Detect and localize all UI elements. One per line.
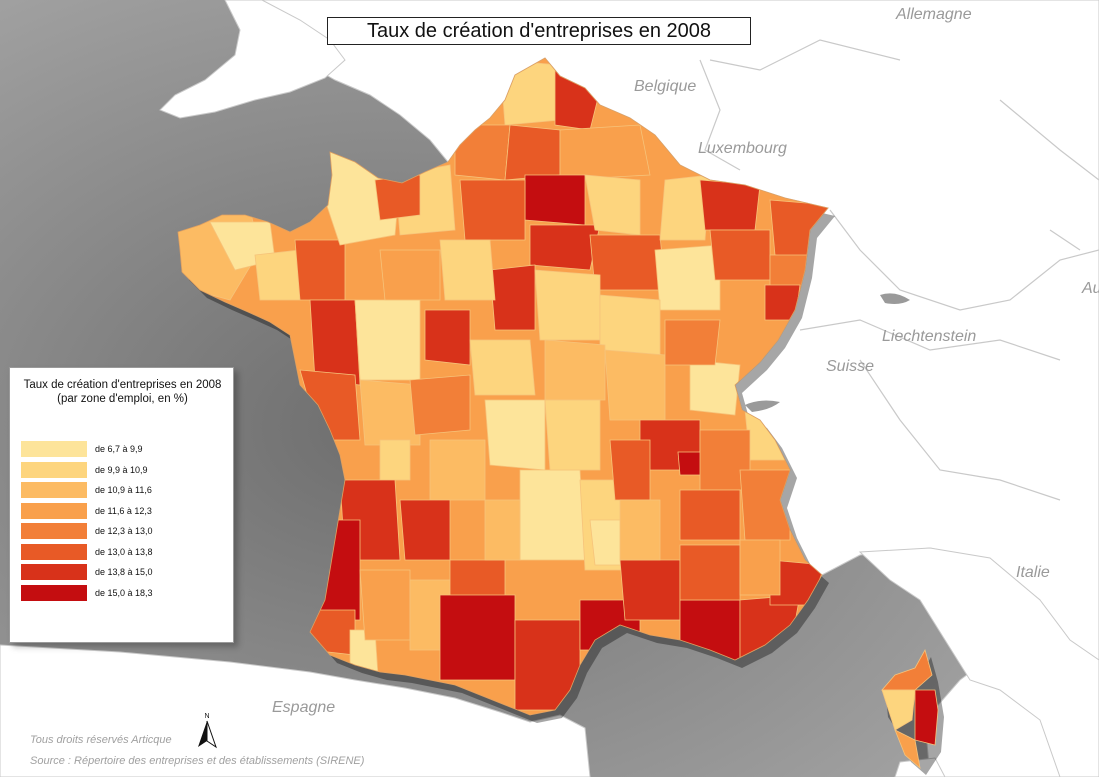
legend-label: de 10,9 à 11,6 xyxy=(95,485,152,495)
legend-swatch xyxy=(21,543,87,560)
country-label-suisse: Suisse xyxy=(826,358,875,375)
legend-swatch xyxy=(21,523,87,539)
land-spain xyxy=(0,644,591,777)
map-legend: Taux de création d'entreprises en 2008 (… xyxy=(9,367,234,643)
country-borders xyxy=(699,39,1099,501)
country-label-espagne: Espagne xyxy=(272,699,336,716)
legend-item: de 12,3 à 13,0 xyxy=(21,523,153,539)
country-label-autriche: Au xyxy=(1082,280,1099,297)
legend-item: de 9,9 à 10,9 xyxy=(21,461,148,478)
land-england xyxy=(159,0,346,119)
legend-item: de 15,0 à 18,3 xyxy=(21,584,153,601)
legend-label: de 11,6 à 12,3 xyxy=(95,505,152,516)
legend-swatch xyxy=(21,584,87,601)
legend-title: Taux de création d'entreprises en 2008 (… xyxy=(10,378,235,406)
land-italy xyxy=(858,547,1099,777)
country-label-allemagne: Allemagne xyxy=(896,6,972,23)
country-label-liechtenstein: Liechtenstein xyxy=(882,328,977,345)
country-label-belgique: Belgique xyxy=(634,78,697,95)
legend-label: de 13,0 à 13,8 xyxy=(95,546,153,557)
legend-item: de 11,6 à 12,3 xyxy=(21,502,152,519)
country-label-luxembourg: Luxembourg xyxy=(698,140,787,157)
north-arrow-icon: N xyxy=(198,713,217,749)
corsica xyxy=(881,648,939,770)
legend-title-line1: Taux de création d'entreprises en 2008 xyxy=(23,379,222,391)
country-label-italie: Italie xyxy=(1016,564,1050,581)
footer-rights: Tous droits réservés Articque xyxy=(30,734,172,746)
lake-geneva xyxy=(745,400,780,412)
legend-item: de 6,7 à 9,9 xyxy=(21,441,143,457)
map-title: Taux de création d'entreprises en 2008 xyxy=(327,17,751,45)
legend-item: de 13,0 à 13,8 xyxy=(21,543,153,560)
legend-item: de 10,9 à 11,6 xyxy=(21,482,152,498)
lake-constance xyxy=(880,293,910,304)
legend-swatch xyxy=(21,482,87,498)
legend-label: de 12,3 à 13,0 xyxy=(95,526,153,536)
footer-source: Source : Répertoire des entreprises et d… xyxy=(30,755,365,767)
legend-label: de 13,8 à 15,0 xyxy=(95,567,153,577)
north-label: N xyxy=(204,713,209,720)
legend-item: de 13,8 à 15,0 xyxy=(21,564,153,580)
legend-title-line2: (par zone d'emploi, en %) xyxy=(57,393,188,405)
legend-swatch xyxy=(21,461,87,478)
legend-label: de 15,0 à 18,3 xyxy=(95,587,153,598)
legend-swatch xyxy=(21,502,87,519)
legend-swatch xyxy=(21,441,87,457)
legend-label: de 9,9 à 10,9 xyxy=(95,464,148,475)
legend-swatch xyxy=(21,564,87,580)
legend-label: de 6,7 à 9,9 xyxy=(95,444,143,454)
